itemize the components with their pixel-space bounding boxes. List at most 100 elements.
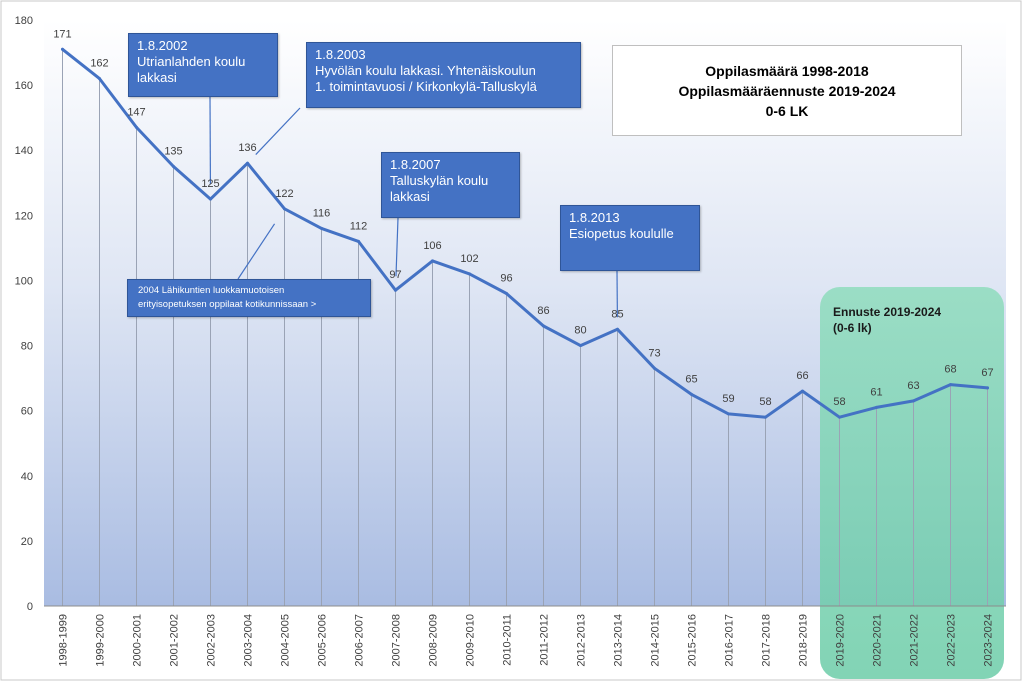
data-label: 112 (350, 220, 368, 232)
chart-title-line: 0-6 LK (765, 102, 809, 119)
data-label: 58 (759, 396, 771, 408)
x-tick-label: 2012-2013 (576, 614, 588, 667)
x-tick-label: 2022-2023 (946, 614, 958, 667)
data-label: 63 (907, 380, 919, 392)
data-point (616, 327, 619, 331)
forecast-label-line: (0-6 lk) (833, 321, 872, 335)
data-point (875, 405, 878, 409)
data-label: 171 (53, 28, 71, 40)
x-tick-label: 2018-2019 (798, 614, 810, 667)
annotation-2013-preschool: 1.8.2013 Esiopetus koululle (560, 205, 700, 271)
data-point (98, 77, 101, 81)
data-label: 116 (313, 207, 331, 219)
y-tick-label: 80 (21, 341, 33, 353)
data-point (135, 125, 138, 129)
y-tick-label: 20 (21, 536, 33, 548)
x-tick-label: 1998-1999 (58, 614, 70, 667)
data-label: 66 (796, 370, 808, 382)
data-point (61, 47, 64, 51)
annotation-2007-closure: 1.8.2007 Talluskylän koulu lakkasi (381, 152, 520, 218)
data-label: 136 (238, 142, 256, 154)
annotation-line: Talluskylän koulu (390, 173, 489, 188)
x-tick-label: 2010-2011 (502, 614, 514, 666)
x-tick-label: 2013-2014 (613, 614, 625, 667)
annotation-line: 1.8.2002 (137, 38, 188, 53)
data-label: 68 (944, 364, 956, 376)
x-tick-label: 2016-2017 (724, 614, 736, 667)
data-label: 96 (500, 272, 512, 284)
data-label: 135 (164, 146, 182, 158)
annotation-line: lakkasi (390, 189, 430, 204)
data-point (320, 226, 323, 230)
annotation-2002-closure: 1.8.2002 Utrianlahden koulu lakkasi (128, 33, 278, 97)
annotation-line: erityisopetuksen oppilaat kotikunnissaan… (138, 299, 317, 310)
annotation-line: Esiopetus koululle (569, 226, 674, 241)
x-tick-label: 2011-2012 (539, 614, 551, 666)
x-tick-label: 2015-2016 (687, 614, 699, 667)
annotation-line: 2004 Lähikuntien luokkamuotoisen (138, 285, 285, 296)
x-tick-label: 2021-2022 (909, 614, 921, 667)
data-label: 80 (574, 325, 586, 337)
data-label: 162 (90, 58, 108, 70)
x-tick-label: 2009-2010 (465, 614, 477, 667)
data-label: 73 (648, 347, 660, 359)
data-point (357, 239, 360, 243)
x-tick-label: 2014-2015 (650, 614, 662, 667)
data-label: 59 (722, 393, 734, 405)
series-line (61, 47, 989, 419)
y-tick-label: 120 (15, 210, 33, 222)
x-tick-label: 2008-2009 (428, 614, 440, 667)
data-label: 86 (537, 305, 549, 317)
data-point (505, 291, 508, 295)
x-tick-label: 2001-2002 (169, 614, 181, 667)
data-point (690, 392, 693, 396)
x-tick-label: 2017-2018 (761, 614, 773, 667)
y-tick-label: 0 (27, 601, 33, 613)
annotation-line: 1.8.2013 (569, 210, 620, 225)
x-tick-label: 2005-2006 (317, 614, 329, 667)
x-tick-label: 2020-2021 (872, 614, 884, 667)
y-tick-label: 60 (21, 406, 33, 418)
x-tick-label: 2000-2001 (132, 614, 144, 667)
data-point (579, 344, 582, 348)
data-point (431, 259, 434, 263)
chart-title-box: Oppilasmäärä 1998-2018 Oppilasmääräennus… (612, 45, 962, 136)
x-tick-label: 2006-2007 (354, 614, 366, 667)
data-point (838, 415, 841, 419)
annotation-leader-line (395, 217, 399, 277)
x-tick-label: 2019-2020 (835, 614, 847, 667)
x-tick-label: 2007-2008 (391, 614, 403, 667)
data-point (949, 383, 952, 387)
y-tick-label: 160 (15, 80, 33, 92)
data-point (246, 161, 249, 165)
annotation-line: Hyvölän koulu lakkasi. Yhtenäiskoulun (315, 63, 536, 78)
data-point (283, 207, 286, 211)
data-label: 61 (870, 386, 882, 398)
chart-title-line: Oppilasmääräennuste 2019-2024 (678, 82, 896, 99)
data-label: 102 (460, 253, 478, 265)
annotation-leader-line (237, 223, 276, 280)
annotation-line: 1.8.2007 (390, 157, 441, 172)
chart-title-line: Oppilasmäärä 1998-2018 (705, 62, 869, 79)
y-tick-label: 180 (15, 15, 33, 27)
data-point (172, 165, 175, 168)
y-tick-label: 100 (15, 275, 33, 287)
data-label: 122 (275, 188, 293, 200)
x-tick-label: 2004-2005 (280, 614, 292, 667)
data-label: 147 (127, 106, 145, 118)
annotation-line: Utrianlahden koulu (137, 54, 246, 69)
annotation-line: lakkasi (137, 70, 177, 85)
data-point (764, 415, 767, 419)
data-label: 67 (981, 367, 993, 379)
data-label: 58 (833, 396, 845, 408)
data-point (653, 366, 656, 370)
data-point (727, 412, 730, 416)
data-point (542, 324, 545, 328)
data-label: 125 (201, 178, 219, 190)
annotation-leader-line (255, 107, 301, 155)
forecast-label-line: Ennuste 2019-2024 (833, 305, 942, 319)
annotation-2003-closure: 1.8.2003 Hyvölän koulu lakkasi. Yhtenäis… (306, 42, 581, 108)
data-label: 97 (389, 269, 401, 281)
x-tick-label: 2023-2024 (983, 614, 995, 667)
